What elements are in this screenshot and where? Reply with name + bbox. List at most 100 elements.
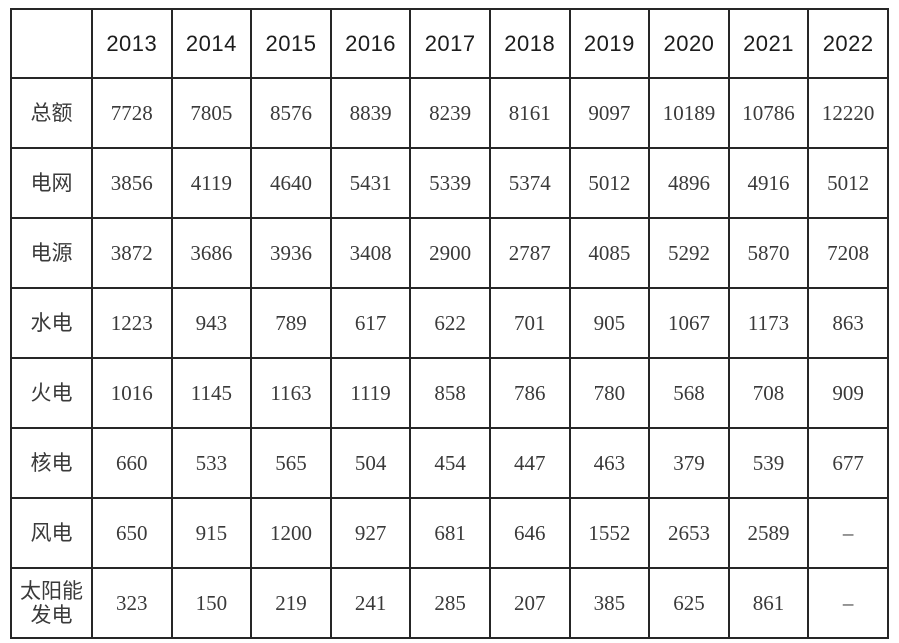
data-cell: 7805 <box>170 77 253 149</box>
data-cell: 909 <box>807 357 889 429</box>
data-cell: 285 <box>409 567 491 639</box>
data-cell: 241 <box>329 567 412 639</box>
data-cell: 3872 <box>91 217 173 289</box>
data-cell: 5292 <box>648 217 730 289</box>
data-cell: 533 <box>170 427 253 499</box>
data-cell: 646 <box>488 497 571 569</box>
row-label: 总额 <box>10 77 93 149</box>
data-cell: 12220 <box>807 77 889 149</box>
data-cell: 1119 <box>329 357 412 429</box>
row-label: 火电 <box>10 357 93 429</box>
data-cell: 4916 <box>727 147 810 219</box>
table-row: 太阳能发电 323 150 219 241 285 207 385 625 861– <box>10 567 889 639</box>
data-cell: 5431 <box>329 147 412 219</box>
data-cell: 1145 <box>170 357 253 429</box>
data-cell: 650 <box>91 497 173 569</box>
data-cell: 1200 <box>250 497 332 569</box>
data-cell: 858 <box>409 357 491 429</box>
table-row: 总额 7728 7805 8576 8839 8239 8161 9097 10189 10786… <box>10 77 889 149</box>
year-header-2022: 2022 <box>807 8 889 79</box>
data-cell: 454 <box>409 427 491 499</box>
data-cell: 4085 <box>568 217 651 289</box>
table-row: 电网 3856 4119 4640 5431 5339 5374 5012 4896 4916 50… <box>10 147 889 219</box>
data-cell: 565 <box>250 427 332 499</box>
data-cell: 9097 <box>568 77 651 149</box>
data-cell: 323 <box>91 567 173 639</box>
year-header-2018: 2018 <box>488 8 571 79</box>
table-row: 核电 660 533 565 504 454 447 463 379 539 677 <box>10 427 889 499</box>
data-cell: 1552 <box>568 497 651 569</box>
data-cell: 150 <box>170 567 253 639</box>
data-cell: 617 <box>329 287 412 359</box>
data-cell: 1067 <box>648 287 730 359</box>
data-cell: 3936 <box>250 217 332 289</box>
row-label: 风电 <box>10 497 93 569</box>
data-cell: 861 <box>727 567 810 639</box>
data-cell: 4119 <box>170 147 253 219</box>
data-cell: 568 <box>648 357 730 429</box>
data-cell: 2653 <box>648 497 730 569</box>
data-cell: 622 <box>409 287 491 359</box>
data-cell: 943 <box>170 287 253 359</box>
data-cell: 539 <box>727 427 810 499</box>
year-header-2017: 2017 <box>409 8 491 79</box>
data-cell: 5870 <box>727 217 810 289</box>
data-cell: 660 <box>91 427 173 499</box>
row-label: 电网 <box>10 147 93 219</box>
data-cell: 4896 <box>648 147 730 219</box>
header-row: 2013 2014 2015 2016 2017 2018 2019 2020 2021 2022 <box>10 8 889 79</box>
data-cell: 3856 <box>91 147 173 219</box>
table-row: 风电 650 915 1200 927 681 646 1552 2653 2589– <box>10 497 889 569</box>
year-header-2016: 2016 <box>329 8 412 79</box>
data-cell: 1016 <box>91 357 173 429</box>
data-cell: 677 <box>807 427 889 499</box>
data-cell: 379 <box>648 427 730 499</box>
data-cell: 7208 <box>807 217 889 289</box>
data-cell: 7728 <box>91 77 173 149</box>
data-cell: 8576 <box>250 77 332 149</box>
data-cell: 780 <box>568 357 651 429</box>
data-cell: 2589 <box>727 497 810 569</box>
data-cell: 5012 <box>568 147 651 219</box>
data-cell: 708 <box>727 357 810 429</box>
data-cell: – <box>807 497 889 569</box>
data-cell: 681 <box>409 497 491 569</box>
data-cell: 5374 <box>488 147 571 219</box>
year-header-2013: 2013 <box>91 8 173 79</box>
corner-cell <box>10 8 93 79</box>
data-cell: 625 <box>648 567 730 639</box>
year-header-2020: 2020 <box>648 8 730 79</box>
data-cell: 8239 <box>409 77 491 149</box>
year-header-2019: 2019 <box>568 8 651 79</box>
row-label: 太阳能发电 <box>10 567 93 639</box>
data-cell: 3686 <box>170 217 253 289</box>
data-cell: 207 <box>488 567 571 639</box>
data-cell: 915 <box>170 497 253 569</box>
data-cell: 905 <box>568 287 651 359</box>
data-cell: 10786 <box>727 77 810 149</box>
data-cell: 504 <box>329 427 412 499</box>
table-row: 水电 1223 943 789 617 622 701 905 1067 1173 863 <box>10 287 889 359</box>
data-cell: 5339 <box>409 147 491 219</box>
table-row: 电源 3872 3686 3936 3408 2900 2787 4085 5292 5870 72… <box>10 217 889 289</box>
data-cell: 5012 <box>807 147 889 219</box>
data-table: 2013 2014 2015 2016 2017 2018 2019 2020 2021 2022… <box>10 8 889 639</box>
data-cell: 385 <box>568 567 651 639</box>
data-cell: 1173 <box>727 287 810 359</box>
year-header-2021: 2021 <box>727 8 810 79</box>
data-cell: 863 <box>807 287 889 359</box>
year-header-2014: 2014 <box>170 8 253 79</box>
data-cell: 4640 <box>250 147 332 219</box>
data-cell: 1163 <box>250 357 332 429</box>
data-cell: 8161 <box>488 77 571 149</box>
data-cell: 2900 <box>409 217 491 289</box>
year-header-2015: 2015 <box>250 8 332 79</box>
data-cell: 786 <box>488 357 571 429</box>
data-cell: 701 <box>488 287 571 359</box>
data-cell: 10189 <box>648 77 730 149</box>
data-cell: 3408 <box>329 217 412 289</box>
data-cell: 789 <box>250 287 332 359</box>
data-cell: 1223 <box>91 287 173 359</box>
data-cell: 2787 <box>488 217 571 289</box>
data-cell: 8839 <box>329 77 412 149</box>
